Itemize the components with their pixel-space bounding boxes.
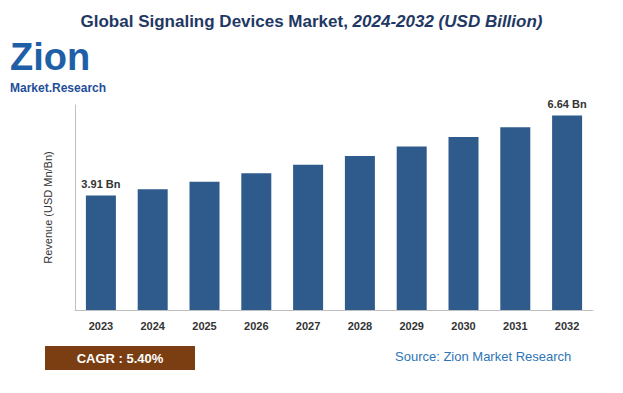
svg-text:Source: Zion Market Research: Source: Zion Market Research	[395, 349, 571, 364]
svg-text:2031: 2031	[503, 320, 527, 332]
svg-text:Revenue (USD Mn/Bn): Revenue (USD Mn/Bn)	[42, 151, 54, 264]
svg-text:2024: 2024	[140, 320, 165, 332]
svg-text:6.64 Bn: 6.64 Bn	[548, 98, 587, 110]
svg-text:3.91 Bn: 3.91 Bn	[81, 178, 120, 190]
svg-text:2024-2032 (USD Billion): 2024-2032 (USD Billion)	[348, 12, 543, 31]
svg-text:Market.Research: Market.Research	[10, 81, 106, 95]
svg-text:2029: 2029	[399, 320, 423, 332]
svg-text:2027: 2027	[296, 320, 320, 332]
svg-text:Global Signaling Devices Marke: Global Signaling Devices Market,	[81, 12, 348, 31]
svg-text:2026: 2026	[244, 320, 268, 332]
svg-text:CAGR : 5.40%: CAGR : 5.40%	[77, 351, 164, 366]
svg-text:2025: 2025	[192, 320, 216, 332]
svg-text:2032: 2032	[555, 320, 579, 332]
svg-text:2030: 2030	[451, 320, 475, 332]
svg-text:2028: 2028	[348, 320, 372, 332]
svg-text:2023: 2023	[89, 320, 113, 332]
svg-text:Zion: Zion	[10, 36, 90, 78]
